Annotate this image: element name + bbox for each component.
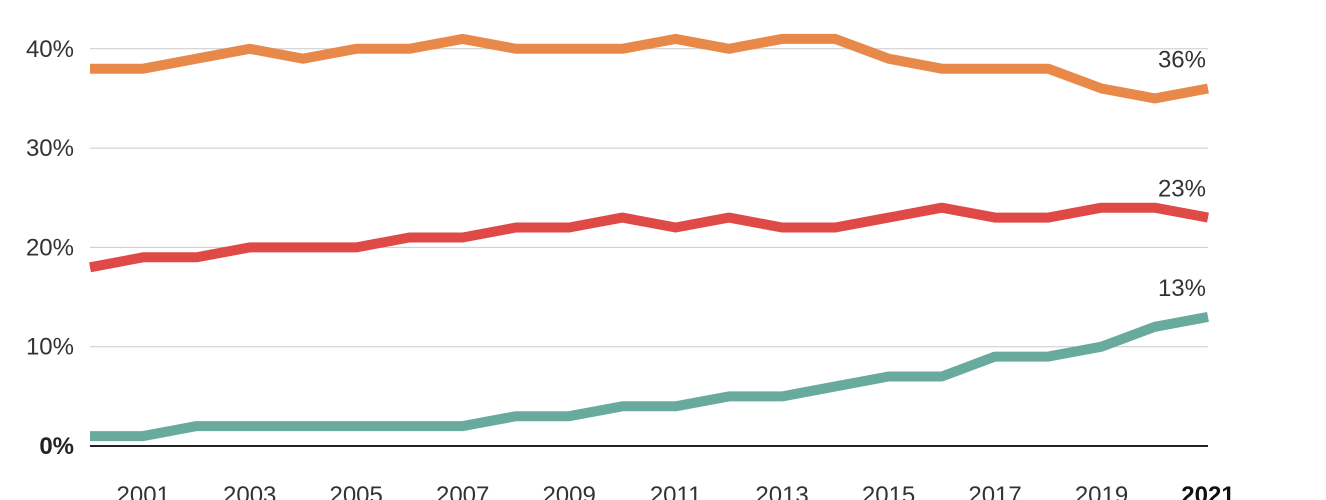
gridlines	[90, 48, 1208, 348]
x-tick-label: 2005	[329, 482, 382, 500]
x-tick-label: 2007	[436, 482, 489, 500]
x-tick-label: 2009	[542, 482, 595, 500]
series-line-0	[90, 33, 1209, 104]
series-end-label: 23%	[1158, 176, 1206, 203]
x-tick-label: 2015	[862, 482, 915, 500]
x-tick-label: 2021	[1181, 482, 1234, 500]
series-line-2	[90, 311, 1209, 442]
x-axis-labels: 2001 2003 2005 2007 2009 2011 2013 2015 2017 2019…	[117, 482, 1235, 500]
series-end-label: 36%	[1158, 47, 1206, 74]
x-tick-label: 2001	[117, 482, 170, 500]
end-labels: 36% 23% 13%	[1158, 47, 1206, 302]
y-tick-label: 40%	[26, 36, 74, 63]
x-tick-label: 2003	[223, 482, 276, 500]
y-tick-label: 0%	[39, 433, 74, 460]
x-tick-label: 2013	[755, 482, 808, 500]
x-tick-label: 2011	[650, 482, 702, 500]
x-tick-label: 2017	[968, 482, 1021, 500]
y-tick-label: 30%	[26, 135, 74, 162]
y-tick-label: 20%	[26, 234, 74, 261]
y-axis-labels: 0% 10% 20% 30% 40%	[26, 36, 74, 460]
x-tick-label: 2019	[1075, 482, 1128, 500]
series-lines	[89, 33, 1209, 442]
y-tick-label: 10%	[26, 334, 74, 361]
series-line-1	[89, 202, 1209, 273]
series-end-label: 13%	[1158, 275, 1206, 302]
